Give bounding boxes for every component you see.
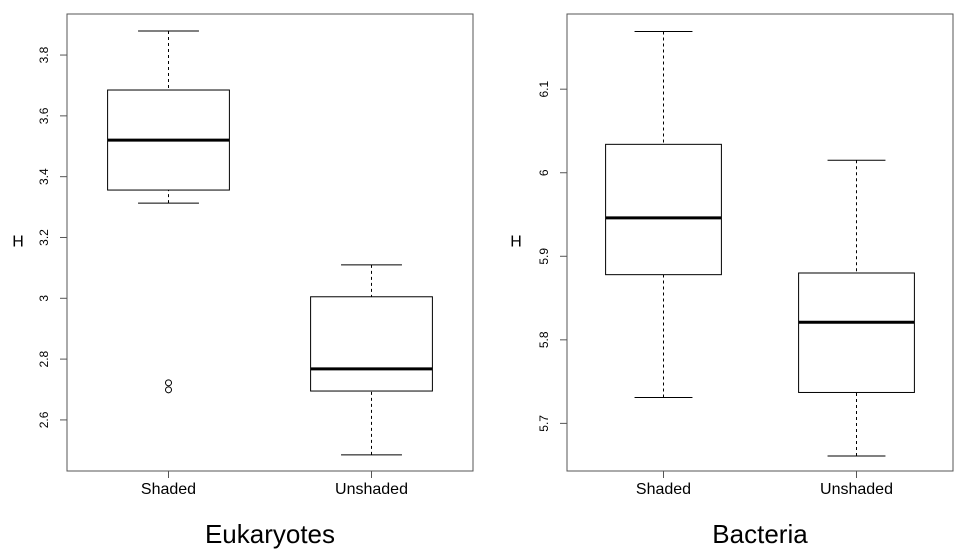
y-tick-label: 6.1: [537, 81, 551, 98]
chart-title: Eukaryotes: [205, 519, 335, 549]
y-axis-label: H: [510, 234, 522, 251]
x-tick-label: Shaded: [636, 481, 691, 498]
y-tick-label: 3.8: [37, 46, 51, 63]
box: [605, 143, 722, 276]
y-tick-label: 3.6: [37, 107, 51, 124]
y-tick-label: 6: [537, 169, 551, 176]
box: [798, 272, 915, 393]
y-tick-label: 2.8: [37, 350, 51, 367]
box: [310, 296, 433, 392]
y-tick-label: 5.9: [537, 248, 551, 265]
y-tick-label: 3.4: [37, 168, 51, 185]
y-tick-label: 3.2: [37, 229, 51, 246]
y-tick-label: 3: [37, 295, 51, 302]
x-tick-label: Unshaded: [335, 481, 408, 498]
plot-frame: [566, 13, 954, 472]
y-tick-label: 5.7: [537, 415, 551, 432]
x-tick-label: Unshaded: [820, 481, 893, 498]
x-tick-label: Shaded: [141, 481, 196, 498]
y-tick-label: 5.8: [537, 331, 551, 348]
chart-title: Bacteria: [712, 519, 808, 549]
y-axis-label: H: [12, 234, 24, 251]
plot-frame: [66, 13, 474, 472]
outlier: [165, 379, 172, 387]
outlier: [165, 386, 172, 394]
y-tick-label: 2.6: [37, 411, 51, 428]
